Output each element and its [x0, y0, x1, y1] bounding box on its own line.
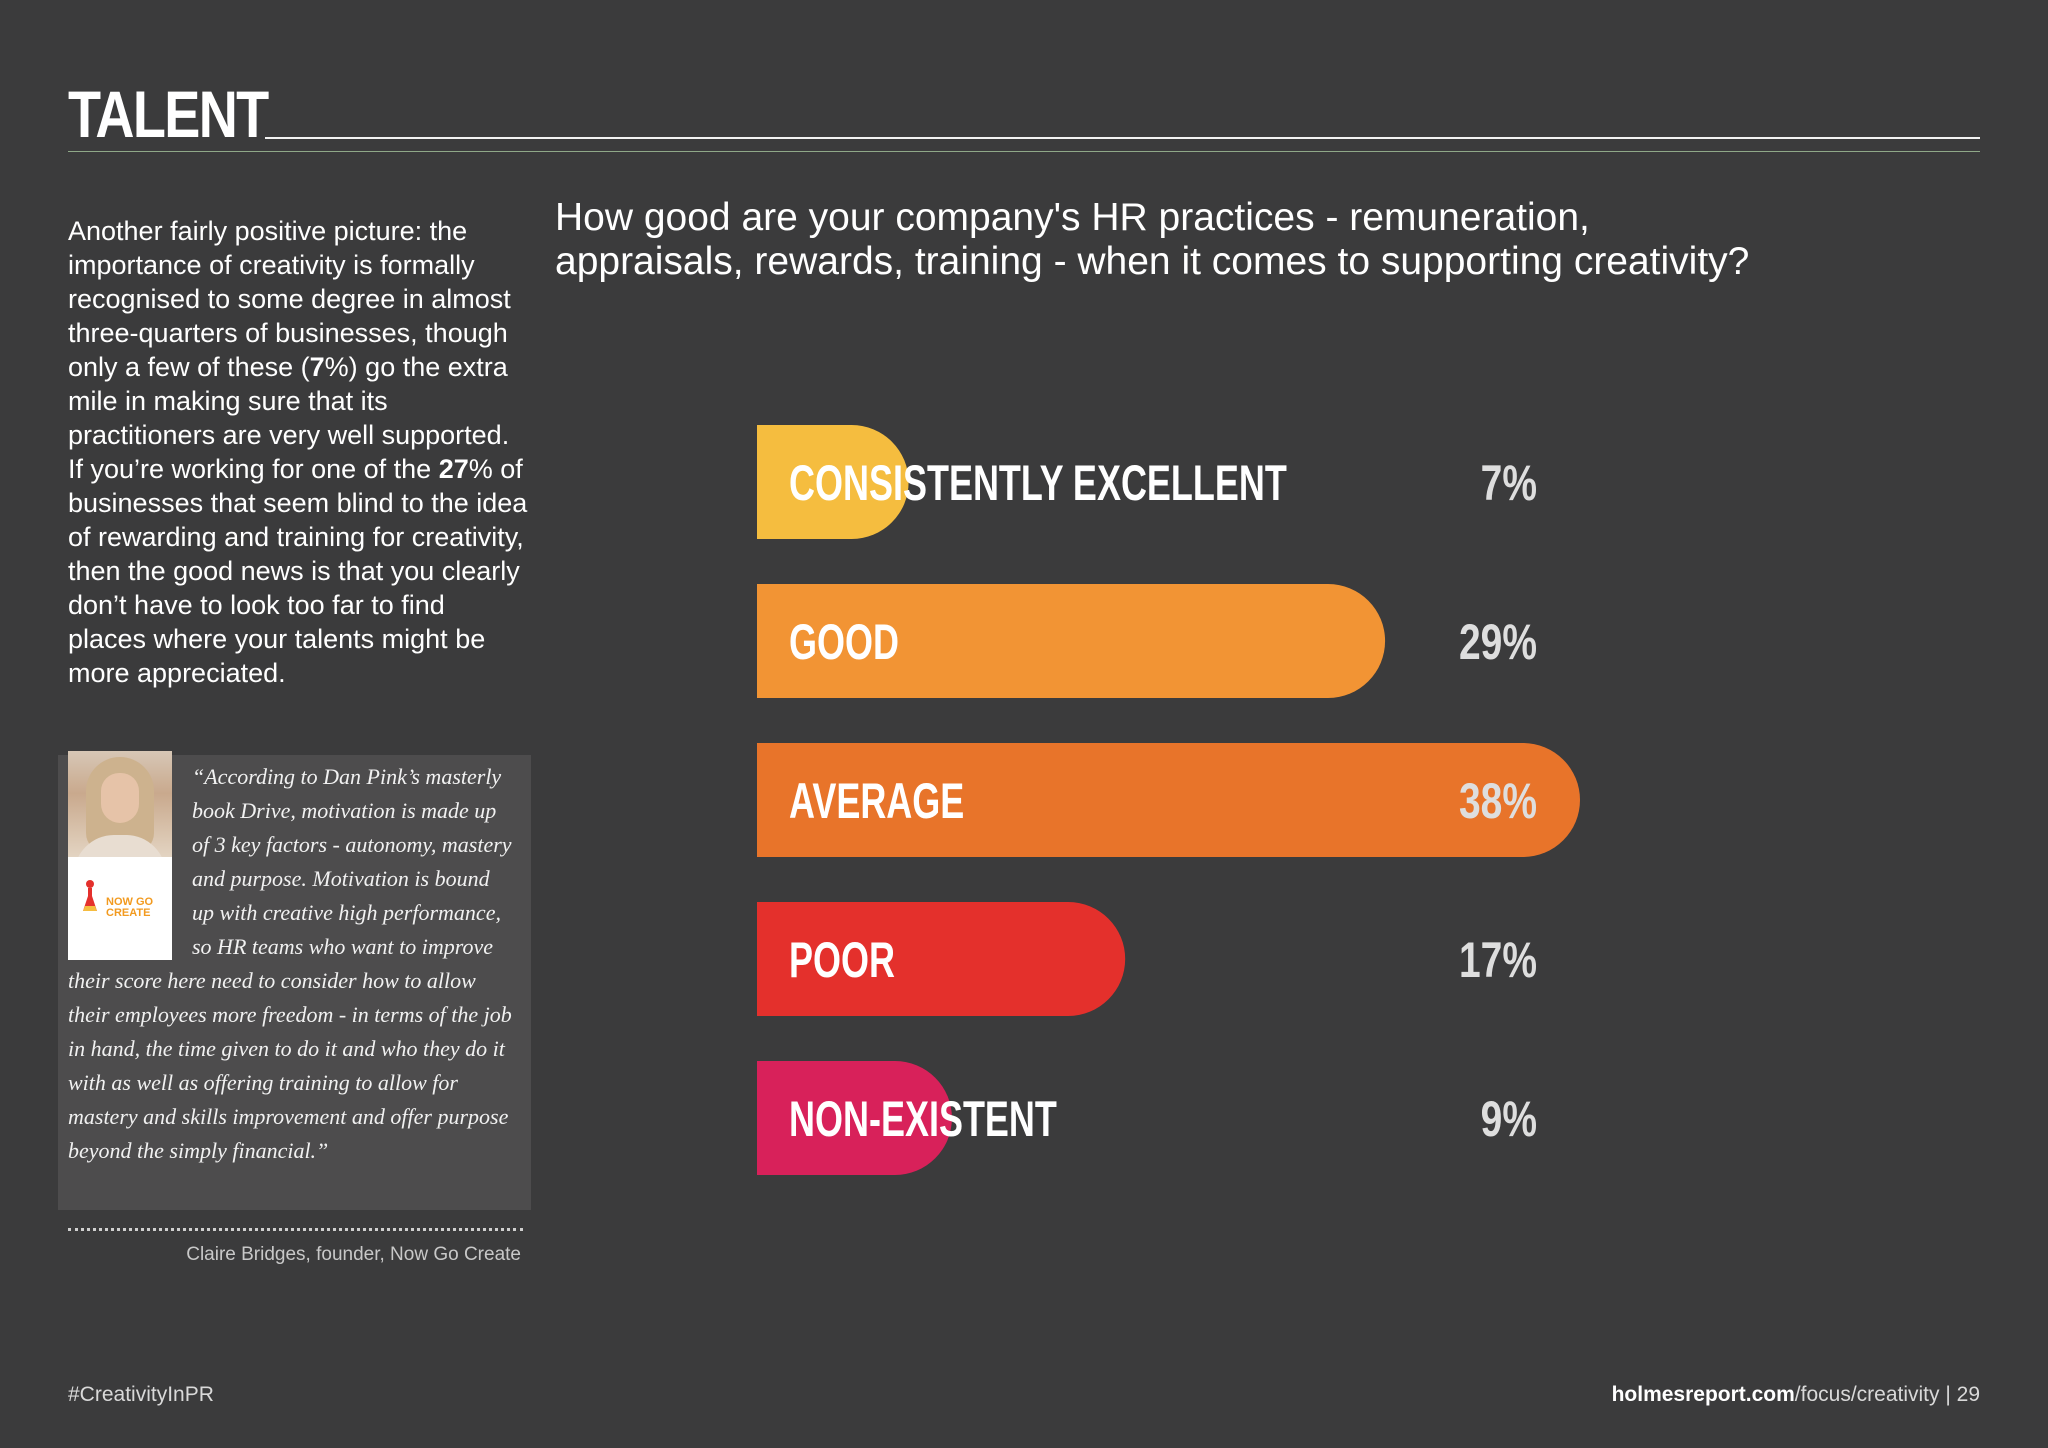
bar-average [757, 743, 1580, 857]
footer-hashtag: #CreativityInPR [68, 1383, 214, 1406]
title-rule [265, 137, 1980, 139]
footer-site-path[interactable]: /focus/creativity [1794, 1383, 1940, 1406]
now-go-create-logo: NOW GO CREATE [68, 857, 172, 960]
bar-consistently-excellent [757, 425, 909, 539]
dotted-divider [68, 1228, 523, 1231]
intro-highlight-1: 7 [309, 352, 325, 382]
category-label: POOR [789, 933, 895, 988]
bar-poor [757, 902, 1126, 1016]
category-label: NON-EXISTENT [789, 1092, 1057, 1147]
category-label: CONSISTENTLY EXCELLENT [789, 456, 1287, 511]
intro-paragraph: Another fairly positive picture: the imp… [68, 214, 528, 690]
intro-text-1: Another fairly positive picture: the imp… [68, 216, 511, 382]
quote-attribution: Claire Bridges, founder, Now Go Create [186, 1244, 521, 1265]
portrait-photo-icon [68, 751, 172, 857]
value-label: 9% [1481, 1090, 1537, 1147]
bar-good [757, 584, 1386, 698]
value-label: 38% [1459, 772, 1537, 829]
flask-icon [83, 880, 97, 911]
category-label: GOOD [789, 615, 899, 670]
section-divider [68, 151, 1980, 152]
value-label: 7% [1481, 454, 1537, 511]
intro-highlight-2: 27 [438, 454, 469, 484]
intro-text-2: %) go the extra mile in making sure that… [68, 352, 510, 484]
section-title: TALENT [68, 77, 269, 151]
quote-text: “According to Dan Pink’s masterly book D… [68, 764, 512, 1163]
bar-non-existent [757, 1061, 952, 1175]
category-label: AVERAGE [789, 774, 964, 829]
footer-site: holmesreport.com/focus/creativity | 29 [1612, 1383, 1980, 1407]
chart-question: How good are your company's HR practices… [555, 196, 1750, 283]
value-label: 29% [1459, 613, 1537, 670]
page-number: 29 [1956, 1383, 1980, 1406]
footer-separator: | [1939, 1383, 1957, 1406]
value-label: 17% [1459, 931, 1537, 988]
logo-text: NOW GO CREATE [106, 896, 154, 919]
intro-text-3: % of businesses that seem blind to the i… [68, 454, 528, 688]
footer-site-domain[interactable]: holmesreport.com [1611, 1383, 1795, 1406]
